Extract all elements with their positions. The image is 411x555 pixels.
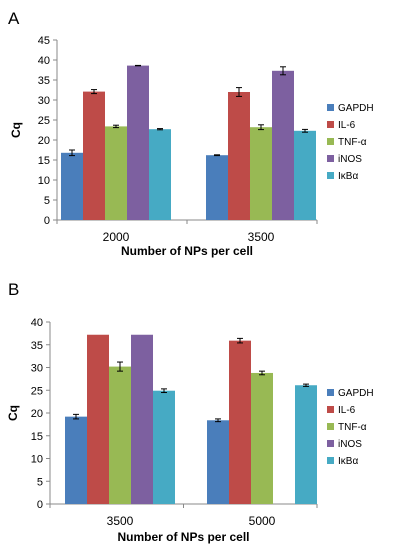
legend-swatch: [327, 138, 334, 145]
bar: [207, 420, 229, 504]
legend-swatch: [327, 457, 334, 464]
y-tick-label: 45: [38, 35, 50, 47]
legend-label: IκBα: [338, 171, 358, 182]
legend-label: GAPDH: [338, 388, 374, 399]
y-tick-label: 20: [38, 135, 50, 147]
x-category-label: 5000: [249, 514, 276, 528]
legend: GAPDH IL-6 TNF-α iNOS IκBα: [327, 103, 374, 182]
y-tick-label: 0: [44, 215, 50, 227]
y-tick-label: 35: [38, 75, 50, 87]
bar: [250, 127, 272, 220]
x-category-label: 2000: [103, 230, 130, 244]
bar: [149, 129, 171, 220]
legend-swatch: [327, 172, 334, 179]
bar: [294, 130, 316, 220]
x-category-label: 3500: [107, 514, 134, 528]
legend-swatch: [327, 406, 334, 413]
y-tick-label: 25: [38, 115, 50, 127]
x-axis-title: Number of NPs per cell: [121, 244, 253, 258]
legend-swatch: [327, 155, 334, 162]
bar: [105, 126, 127, 220]
bar: [131, 334, 153, 504]
y-tick-label: 40: [38, 55, 50, 67]
panel-label: B: [8, 280, 19, 299]
panel-label: A: [8, 9, 20, 28]
y-tick-label: 30: [31, 363, 43, 375]
bar: [272, 70, 294, 220]
bar: [153, 390, 175, 504]
legend-label: IL-6: [338, 405, 356, 416]
y-tick-label: 5: [37, 476, 43, 488]
legend-label: iNOS: [338, 154, 362, 165]
y-tick-label: 40: [31, 317, 43, 329]
legend-label: TNF-α: [338, 137, 367, 148]
bar: [127, 65, 149, 220]
y-tick-label: 20: [31, 408, 43, 420]
y-tick-label: 0: [37, 499, 43, 511]
legend-label: TNF-α: [338, 422, 367, 433]
legend-swatch: [327, 104, 334, 111]
y-tick-label: 5: [44, 195, 50, 207]
legend-swatch: [327, 440, 334, 447]
y-axis-title: Cq: [9, 122, 23, 138]
bar: [109, 366, 131, 504]
y-tick-label: 15: [38, 155, 50, 167]
y-axis-title: Cq: [6, 405, 20, 421]
x-category-label: 3500: [248, 230, 275, 244]
legend-label: IL-6: [338, 120, 356, 131]
legend-label: GAPDH: [338, 103, 374, 114]
y-tick-label: 10: [31, 454, 43, 466]
bar: [65, 416, 87, 504]
legend-label: IκBα: [338, 456, 358, 467]
bar: [87, 334, 109, 504]
legend: GAPDH IL-6 TNF-α iNOS IκBα: [327, 388, 374, 467]
legend-swatch: [327, 389, 334, 396]
y-tick-label: 30: [38, 95, 50, 107]
bar: [83, 91, 105, 220]
legend-swatch: [327, 423, 334, 430]
legend-label: iNOS: [338, 439, 362, 450]
bar: [228, 92, 250, 220]
y-tick-label: 35: [31, 340, 43, 352]
y-tick-label: 25: [31, 385, 43, 397]
bar: [295, 385, 317, 504]
legend-swatch: [327, 121, 334, 128]
bar: [61, 152, 83, 220]
y-tick-label: 15: [31, 431, 43, 443]
bar: [251, 372, 273, 504]
bar: [229, 340, 251, 504]
x-axis-title: Number of NPs per cell: [117, 530, 249, 544]
y-tick-label: 10: [38, 175, 50, 187]
bar: [206, 155, 228, 220]
